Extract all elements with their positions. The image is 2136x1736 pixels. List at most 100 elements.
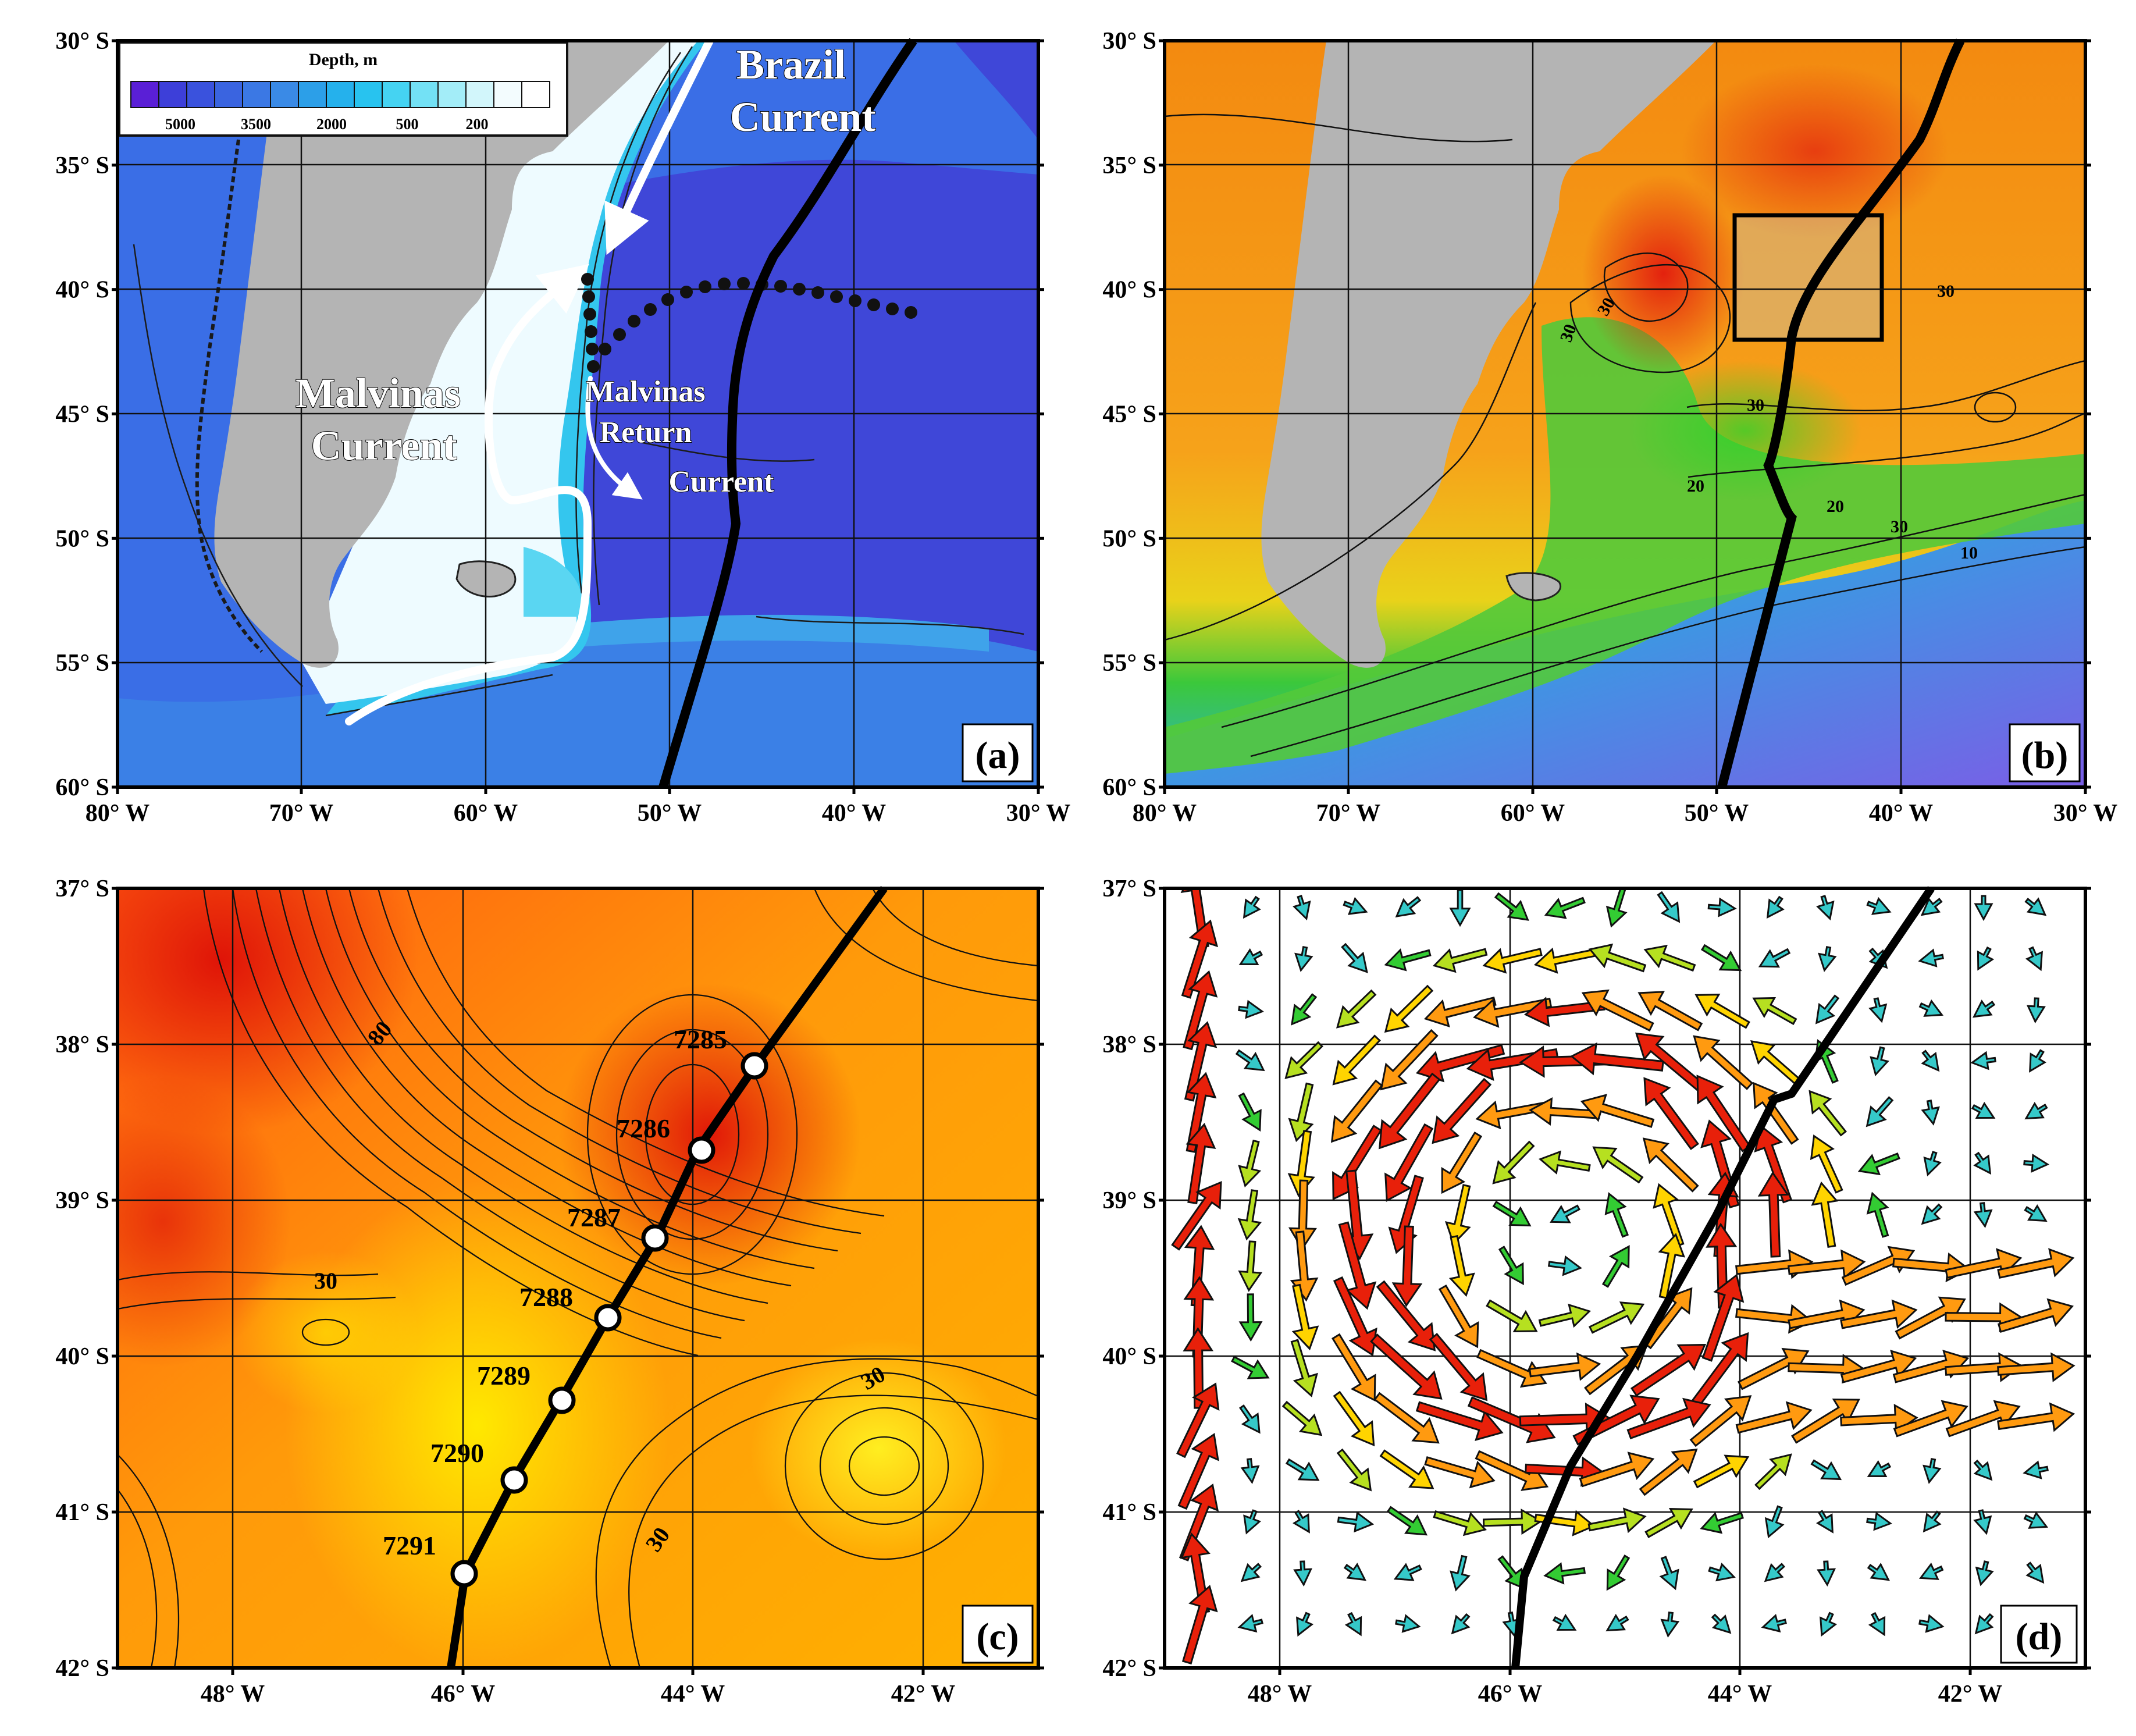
current-vector [1893, 1400, 1968, 1438]
current-vector [1332, 1034, 1381, 1086]
current-vector [1376, 1280, 1436, 1351]
station-label-7285: 7285 [674, 1024, 727, 1054]
current-vector [1284, 1041, 1323, 1079]
current-vector [1292, 1510, 1310, 1534]
current-labels: Brazil Current Malvinas Current Malvinas… [295, 41, 876, 499]
frame-d [1163, 887, 2087, 1670]
malvinas-return-label-3: Current [668, 465, 774, 499]
current-vector [1868, 997, 1888, 1023]
current-vector [1895, 1296, 1966, 1340]
current-vector [1587, 1507, 1647, 1534]
current-vector [1240, 1458, 1260, 1485]
current-vector [1579, 1452, 1655, 1488]
legend-swatch [326, 81, 355, 108]
lat-tick-label: 45° S [55, 401, 109, 428]
station-label-7290: 7290 [430, 1438, 484, 1468]
lon-tick-label: 80° W [86, 800, 150, 827]
current-vector [1238, 1092, 1262, 1132]
current-vector [1552, 1613, 1577, 1631]
lat-tick-label: 55° S [1102, 650, 1156, 677]
depth-label-500: 500 [396, 116, 419, 133]
current-vector [1238, 1293, 1263, 1342]
current-vector [1918, 1562, 1944, 1580]
station-7289 [548, 1386, 576, 1414]
chile-coast-outline [195, 139, 264, 653]
current-vector [1973, 1509, 1992, 1535]
lat-tick-label: 35° S [55, 152, 109, 179]
lat-tick-label: 60° S [55, 774, 109, 801]
current-vector [1473, 997, 1553, 1028]
current-vector [1657, 891, 1681, 923]
station-7288 [594, 1304, 622, 1332]
current-vector [1445, 1184, 1471, 1246]
current-vector [1754, 1125, 1793, 1204]
current-vector [1997, 1248, 2075, 1279]
lon-tick-label: 30° W [1006, 800, 1071, 827]
current-vector [1380, 1029, 1439, 1091]
current-vector [1498, 1246, 1524, 1286]
current-vector [1343, 897, 1368, 915]
legend-swatch [465, 81, 494, 108]
grid-lines-c [118, 888, 1038, 1668]
current-vector [1492, 1200, 1532, 1227]
current-vector [2023, 1153, 2050, 1173]
current-vector [1544, 897, 1586, 919]
station-7287 [641, 1224, 669, 1252]
current-vector [1336, 989, 1377, 1029]
current-vector [1973, 999, 1996, 1018]
panel-label-d: (d) [2016, 1616, 2063, 1658]
ship-track-a [658, 38, 917, 789]
current-vector [1341, 942, 1368, 973]
station-labels: 7285 7286 7287 7288 7289 7290 7291 [383, 1024, 727, 1560]
current-vector [1293, 1560, 1313, 1587]
legend-swatch [298, 81, 327, 108]
lat-tick-label: 40° S [1102, 1343, 1156, 1370]
current-vector [2023, 1460, 2049, 1479]
lat-tick-label: 39° S [1102, 1187, 1156, 1214]
current-vector [1973, 1151, 1992, 1175]
current-vector [2023, 1511, 2049, 1529]
current-vector [1238, 1240, 1263, 1292]
current-vector [1451, 1613, 1471, 1635]
current-vector [1177, 1433, 1219, 1510]
current-vector [1757, 1171, 1789, 1258]
current-vector [1788, 1249, 1866, 1279]
lat-tick-label: 37° S [55, 876, 109, 902]
current-vector [1533, 947, 1596, 974]
current-vector [1754, 1453, 1792, 1490]
current-vector [1659, 1556, 1679, 1591]
current-vector [1820, 1612, 1838, 1637]
legend-swatch [521, 81, 550, 108]
current-vector [1923, 1510, 1942, 1533]
grid-lines-d [1165, 888, 2085, 1668]
depth-legend: Depth, m 5000 3500 2000 500 200 [118, 41, 568, 137]
current-vector [1243, 895, 1261, 919]
current-vector [1658, 1233, 1686, 1299]
current-vector [1866, 1096, 1894, 1127]
lon-tick-label: 80° W [1133, 800, 1197, 827]
current-vector [1711, 1613, 1732, 1634]
lat-tick-label: 30° S [1102, 28, 1156, 55]
current-vector [1868, 1612, 1886, 1637]
lat-tick-label: 50° S [55, 525, 109, 552]
current-vectors [1171, 888, 2076, 1665]
current-vector [2025, 1561, 2045, 1584]
current-vector [1643, 1077, 1699, 1150]
current-vector [1766, 895, 1785, 919]
land-africa-corner [954, 41, 1038, 140]
scotia-ridge [524, 614, 989, 652]
current-vector [1866, 1511, 1892, 1531]
current-vector [1626, 1397, 1711, 1440]
current-vector [1429, 1332, 1488, 1401]
station-label-7286: 7286 [617, 1114, 670, 1143]
current-arrows [345, 37, 714, 725]
svg-text:20: 20 [1827, 497, 1844, 516]
current-vector [1735, 1401, 1813, 1434]
current-vector [1693, 1035, 1754, 1090]
sst-contours [1165, 113, 2085, 757]
current-vector [1866, 897, 1892, 915]
lat-tick-label: 45° S [1102, 401, 1156, 428]
lon-tick-label: 40° W [1869, 800, 1934, 827]
current-vector [1497, 1555, 1526, 1590]
